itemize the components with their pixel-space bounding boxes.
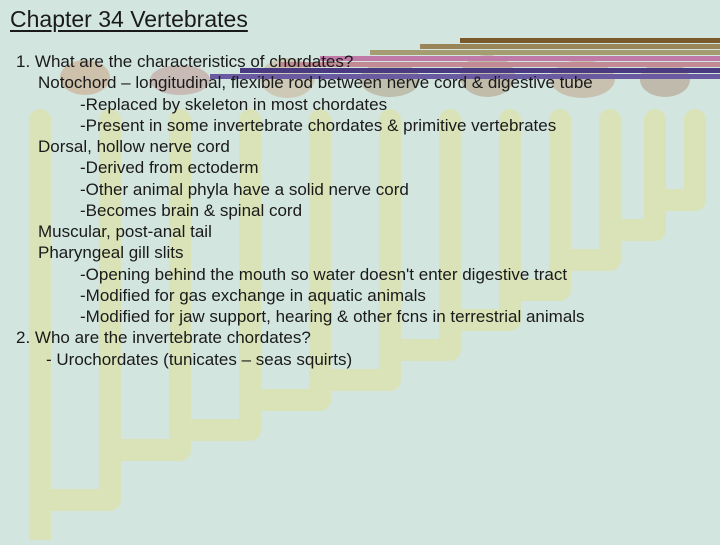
- text-line: - Urochordates (tunicates – seas squirts…: [16, 349, 710, 370]
- slide-content: Chapter 34 Vertebrates 1. What are the c…: [0, 0, 720, 370]
- text-line: Muscular, post-anal tail: [16, 221, 710, 242]
- slide-title: Chapter 34 Vertebrates: [10, 6, 710, 33]
- text-line: 1. What are the characteristics of chord…: [16, 51, 710, 72]
- text-line: -Other animal phyla have a solid nerve c…: [16, 179, 710, 200]
- text-line: Notochord – longitudinal, flexible rod b…: [16, 72, 710, 93]
- text-line: -Modified for jaw support, hearing & oth…: [16, 306, 710, 327]
- text-line: Pharyngeal gill slits: [16, 242, 710, 263]
- text-line: -Present in some invertebrate chordates …: [16, 115, 710, 136]
- text-line: -Modified for gas exchange in aquatic an…: [16, 285, 710, 306]
- text-line: Dorsal, hollow nerve cord: [16, 136, 710, 157]
- text-line: -Replaced by skeleton in most chordates: [16, 94, 710, 115]
- text-line: -Opening behind the mouth so water doesn…: [16, 264, 710, 285]
- body-text: 1. What are the characteristics of chord…: [10, 51, 710, 370]
- text-line: 2. Who are the invertebrate chordates?: [16, 327, 710, 348]
- text-line: -Becomes brain & spinal cord: [16, 200, 710, 221]
- text-line: -Derived from ectoderm: [16, 157, 710, 178]
